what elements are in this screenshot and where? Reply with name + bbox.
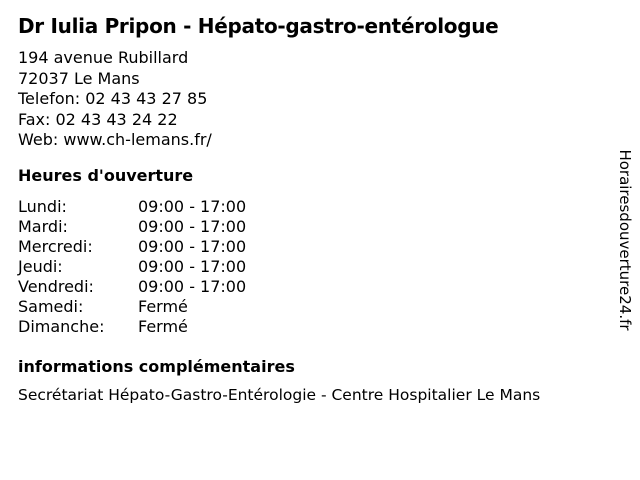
time-value: 09:00 - 17:00 (138, 256, 247, 276)
address-line-1: 194 avenue Rubillard (18, 48, 189, 67)
time-value: 09:00 - 17:00 (138, 276, 247, 296)
table-row: Vendredi: 09:00 - 17:00 (18, 277, 608, 297)
day-label: Jeudi: (18, 256, 63, 276)
opening-hours-heading: Heures d'ouverture (18, 165, 194, 185)
day-label: Lundi: (18, 196, 67, 216)
day-label: Mardi: (18, 216, 68, 236)
table-row: Mardi: 09:00 - 17:00 (18, 217, 608, 237)
table-row: Lundi: 09:00 - 17:00 (18, 197, 608, 217)
day-label: Samedi: (18, 296, 84, 316)
time-value: Fermé (138, 296, 188, 316)
fax-line: Fax: 02 43 43 24 22 (18, 109, 178, 129)
phone-line: Telefon: 02 43 43 27 85 (18, 89, 208, 108)
day-label: Vendredi: (18, 276, 94, 296)
day-label: Mercredi: (18, 236, 93, 256)
table-row: Jeudi: 09:00 - 17:00 (18, 257, 608, 277)
day-label: Dimanche: (18, 316, 105, 336)
page-title: Dr Iulia Pripon - Hépato-gastro-entérolo… (18, 14, 499, 38)
main-content: Dr Iulia Pripon - Hépato-gastro-entérolo… (18, 13, 608, 405)
additional-info-text: Secrétariat Hépato-Gastro-Entérologie - … (18, 385, 541, 404)
address-line-2: 72037 Le Mans (18, 68, 140, 88)
time-value: 09:00 - 17:00 (138, 216, 247, 236)
web-line: Web: www.ch-lemans.fr/ (18, 130, 212, 149)
time-value: 09:00 - 17:00 (138, 236, 247, 256)
table-row: Samedi: Fermé (18, 297, 608, 317)
table-row: Dimanche: Fermé (18, 317, 608, 337)
contact-block: 194 avenue Rubillard 72037 Le Mans Telef… (18, 48, 608, 151)
time-value: 09:00 - 17:00 (138, 196, 247, 216)
additional-info-heading: informations complémentaires (18, 356, 295, 376)
time-value: Fermé (138, 316, 188, 336)
watermark-brand: Horairesdouverture24.fr (616, 149, 634, 331)
opening-hours-table: Lundi: 09:00 - 17:00 Mardi: 09:00 - 17:0… (18, 197, 608, 337)
table-row: Mercredi: 09:00 - 17:00 (18, 237, 608, 257)
